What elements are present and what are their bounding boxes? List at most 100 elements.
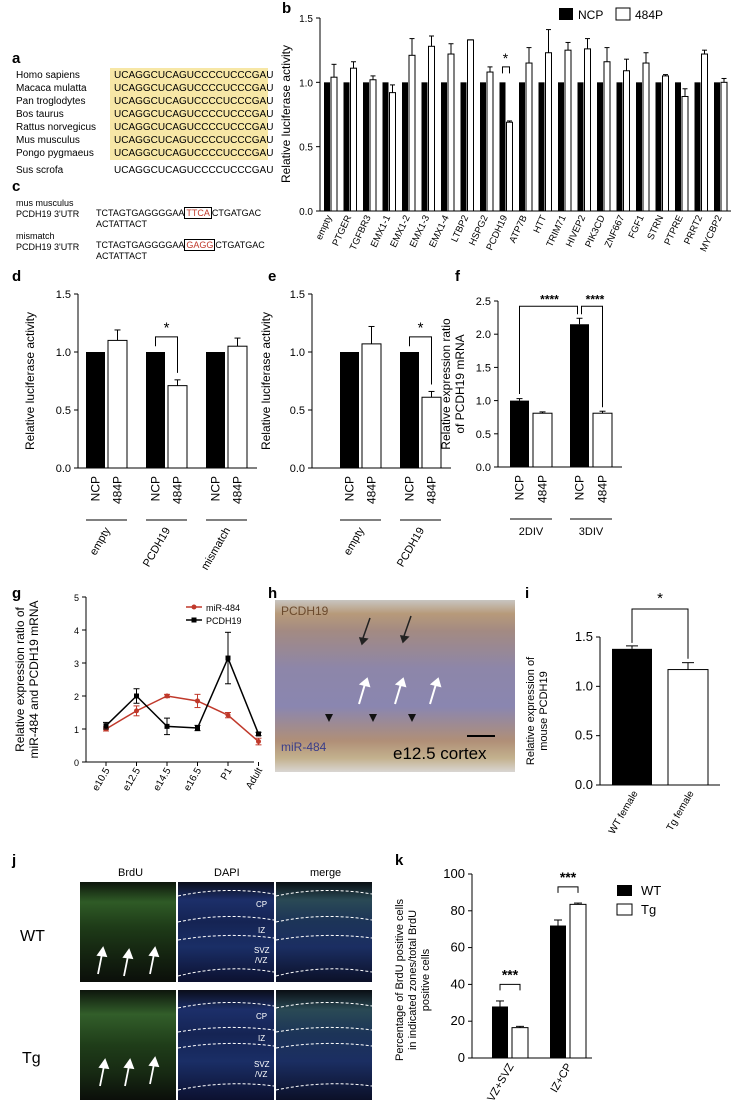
bar-484p <box>592 412 613 468</box>
data-point <box>256 739 261 745</box>
y-tick-label: 60 <box>451 940 465 955</box>
significance-bracket <box>499 983 521 991</box>
legend-label-wt: WT <box>641 883 661 898</box>
y-tick-label: 0.5 <box>575 728 593 743</box>
group-label: 2DIV <box>519 526 544 538</box>
bar-484p <box>603 61 611 212</box>
bar-484p <box>642 62 650 212</box>
y-tick-label: 2.0 <box>476 329 491 341</box>
y-tick-label: 2.5 <box>476 296 491 308</box>
bar-label: 484P <box>596 475 610 503</box>
species-name: Rattus norvegicus <box>16 122 97 133</box>
bar-484p <box>167 385 188 469</box>
y-tick-label: 1.0 <box>575 678 593 693</box>
zone-label-iz: IZ <box>258 926 266 935</box>
significance-bracket <box>409 336 432 385</box>
y-axis-label: in indicated zones/total BrdU <box>407 910 419 1050</box>
panel-label-h: h <box>268 585 278 602</box>
y-tick-label: 2 <box>74 692 79 702</box>
sequence: UCAGGCUCAGUCCCCUCCCGAU <box>114 165 274 176</box>
data-point <box>103 723 109 729</box>
y-axis-label: Relative expression of <box>525 656 537 765</box>
y-tick-label: 40 <box>451 976 465 991</box>
bar-484p <box>720 81 728 212</box>
utr-seq-pre: TCTAGTGAGGGGAA <box>96 208 185 218</box>
y-tick-label: 0.0 <box>476 462 491 474</box>
utr-seq-post: CTGATGAC <box>215 240 265 250</box>
utr-name: PCDH19 3'UTR <box>16 209 80 219</box>
zone-boundaries <box>178 1001 274 1091</box>
species-name: Mus musculus <box>16 135 80 146</box>
image-label-mir484: miR-484 <box>281 740 327 754</box>
y-tick-label: 1.0 <box>56 347 71 359</box>
legend-swatch-484p <box>615 7 631 21</box>
zone-boundaries <box>178 889 274 977</box>
data-point <box>134 693 139 699</box>
y-tick-label: 100 <box>443 866 465 881</box>
bar-484p <box>564 49 572 212</box>
sequence: UCAGGCUCAGUCCCCUCCCGAU <box>114 96 274 107</box>
bar-ncp <box>636 82 642 211</box>
bar-484p <box>623 70 630 212</box>
utr-sequence: TCTAGTGAGGGGAA TTCA CTGATGAC <box>96 207 261 219</box>
bar-label: 484P <box>111 476 125 504</box>
bar-484p <box>447 53 455 212</box>
bar-ncp <box>519 82 525 211</box>
legend-marker-mir484 <box>191 604 197 610</box>
y-tick-label: 0.5 <box>476 429 491 441</box>
y-tick-label: 1.5 <box>290 289 305 301</box>
significance-marker: **** <box>586 292 605 306</box>
y-axis-label: of PCDH19 mRNA <box>453 334 467 433</box>
species-name: Sus scrofa <box>16 165 64 176</box>
bar-484p <box>361 343 382 469</box>
y-axis-label: Relative expression ratio of <box>13 606 27 751</box>
chart-b: 0.0 0.5 1.0 1.5 Relative luciferase activity… <box>279 7 731 254</box>
species-name: Homo sapiens <box>16 70 80 81</box>
significance-marker: * <box>657 590 663 607</box>
bar-label: NCP <box>149 476 163 501</box>
cortex-section-image: PCDH19 miR-484 e12.5 cortex <box>275 600 515 772</box>
panel-label-d: d <box>12 268 22 285</box>
utr-sequence-line2: ACTATTACT <box>96 219 147 229</box>
bar-label: NCP <box>209 476 223 501</box>
group-label: PCDH19 <box>395 526 427 570</box>
y-tick-label: 0.0 <box>290 463 305 475</box>
x-tick-label: P1 <box>219 766 235 782</box>
sequence: UCAGGCUCAGUCCCCUCCCGAU <box>114 135 274 146</box>
sequence: UCAGGCUCAGUCCCCUCCCGAU <box>114 70 274 81</box>
bar-484p <box>428 45 435 212</box>
bar-ncp <box>499 82 506 211</box>
utr-mismatch-box: GAGG <box>184 239 216 251</box>
bar-484p <box>408 54 416 212</box>
brdu-tg-image <box>80 990 176 1100</box>
bar-484p <box>525 62 533 212</box>
bar-484p <box>486 71 494 212</box>
zone-boundaries <box>276 1001 372 1091</box>
bar-484p <box>545 52 552 212</box>
x-tick-label: VZ+SVZ <box>485 1061 516 1102</box>
significance-marker: *** <box>560 869 577 885</box>
significance-marker: *** <box>502 966 519 982</box>
bar-label: 484P <box>425 476 439 504</box>
bar-484p <box>584 48 591 212</box>
data-point <box>195 725 200 731</box>
bar-484p <box>227 345 248 469</box>
x-tick-label: ATP7B <box>507 214 529 245</box>
bar-484p <box>532 412 553 468</box>
y-tick-label: 0.0 <box>56 463 71 475</box>
bar-tg <box>569 903 587 1059</box>
y-tick-label: 1.5 <box>299 14 313 25</box>
row-label-tg: Tg <box>22 1050 41 1067</box>
y-tick-label: 1.0 <box>476 396 491 408</box>
data-point <box>164 723 170 729</box>
series-line <box>105 656 260 735</box>
y-tick-label: 1.5 <box>56 289 71 301</box>
group-label: PCDH19 <box>141 526 173 570</box>
bar-ncp <box>577 82 584 211</box>
y-tick-label: 0.5 <box>290 405 305 417</box>
bar-ncp <box>382 82 389 211</box>
bar-ncp <box>675 82 681 211</box>
bar-ncp <box>538 82 545 211</box>
species-name: Macaca mulatta <box>16 83 87 94</box>
